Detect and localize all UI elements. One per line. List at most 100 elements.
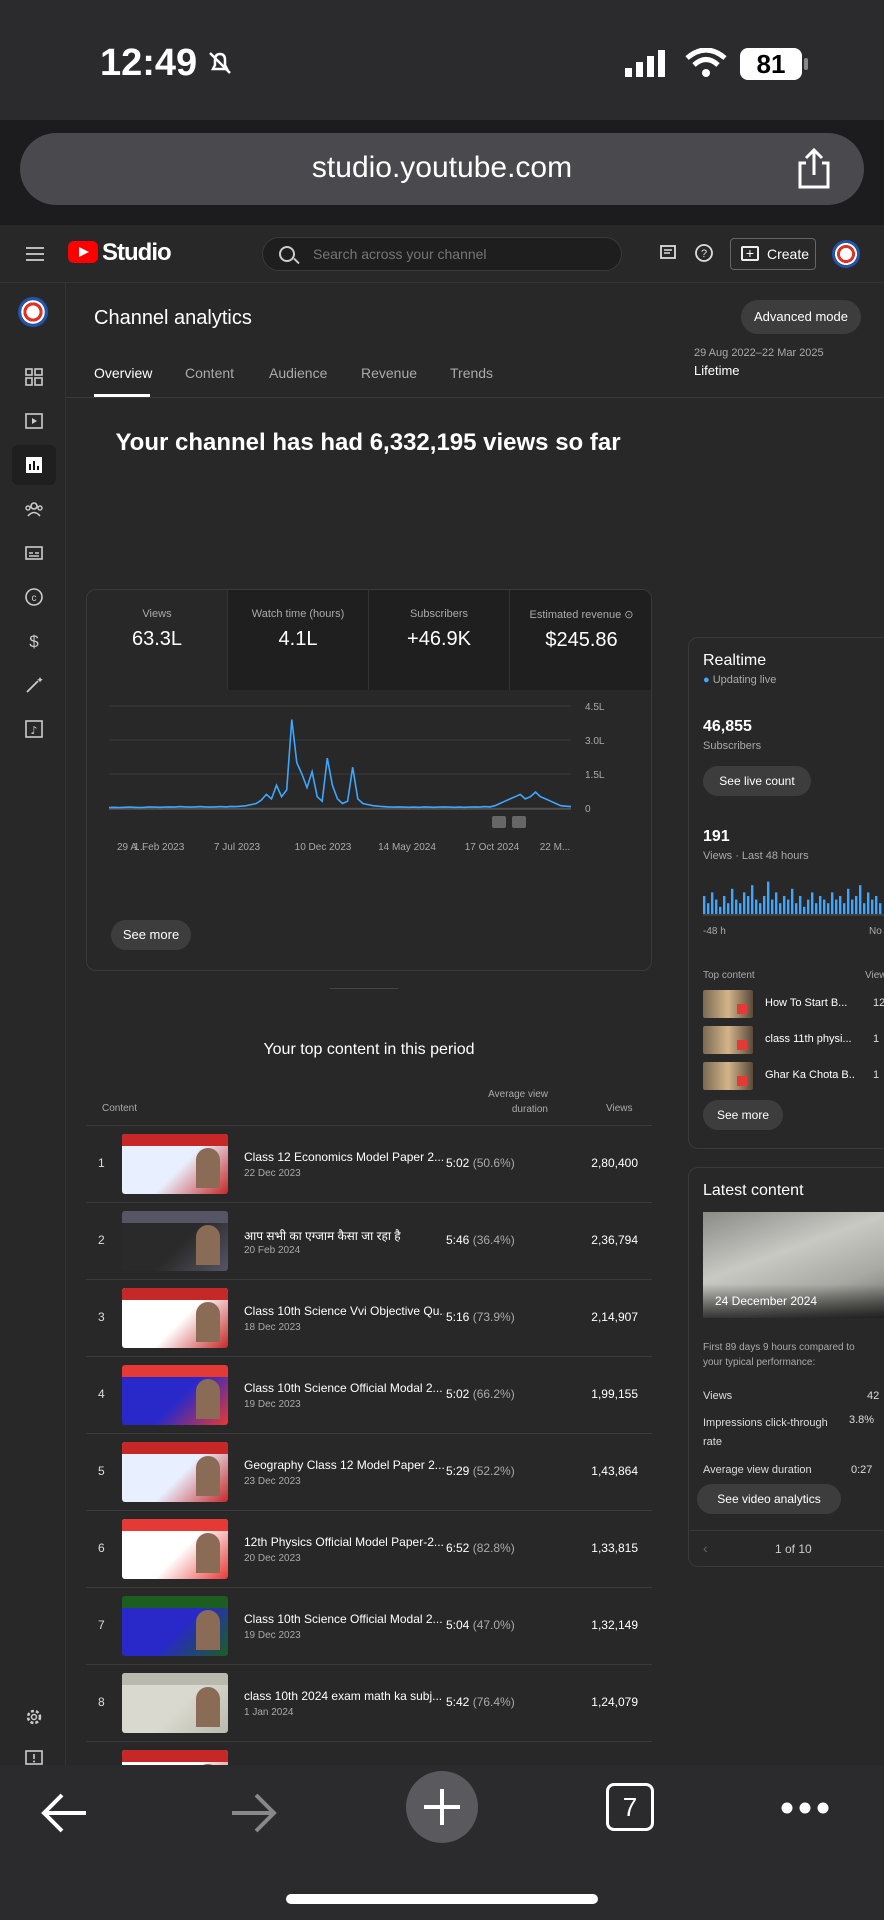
row-rank: 2	[98, 1233, 105, 1247]
back-arrow-icon[interactable]	[38, 1791, 90, 1835]
video-thumbnail[interactable]	[122, 1288, 228, 1348]
video-title[interactable]: class 10th 2024 exam math ka subj...	[244, 1689, 443, 1703]
search-icon[interactable]	[279, 246, 295, 262]
video-thumbnail[interactable]	[122, 1442, 228, 1502]
account-avatar[interactable]	[832, 240, 860, 268]
video-marker[interactable]	[512, 816, 526, 828]
realtime-bar	[855, 896, 858, 914]
realtime-bar	[751, 885, 754, 914]
table-row[interactable]: 1 Class 12 Economics Model Paper 2... 22 D…	[86, 1125, 652, 1202]
nav-copyright[interactable]: c	[12, 577, 56, 617]
thumbnail-person	[196, 1225, 220, 1265]
avg-view-duration: 5:02 (50.6%)	[446, 1156, 515, 1170]
search-bar[interactable]	[262, 237, 622, 271]
search-input[interactable]	[313, 244, 603, 264]
table-row[interactable]: 6 12th Physics Official Model Paper-2... 2…	[86, 1510, 652, 1587]
nav-customization[interactable]: ✦	[12, 665, 56, 705]
period-selector[interactable]: Lifetime	[694, 363, 740, 378]
previous-page-icon[interactable]: ‹	[703, 1540, 708, 1556]
tab-trends[interactable]: Trends	[450, 365, 494, 381]
nav-audio-library[interactable]: ♪	[12, 709, 56, 749]
nav-earn[interactable]: $	[12, 621, 56, 661]
item-thumbnail[interactable]	[703, 1026, 753, 1054]
nav-community[interactable]	[12, 489, 56, 529]
video-thumbnail[interactable]	[122, 1134, 228, 1194]
cell-signal-icon	[625, 50, 665, 77]
channel-avatar[interactable]	[18, 297, 48, 327]
table-row[interactable]: 4 Class 10th Science Official Modal 2... 1…	[86, 1356, 652, 1433]
nav-analytics[interactable]	[12, 445, 56, 485]
realtime-bar	[799, 896, 802, 914]
metric-tile-subscribers[interactable]: Subscribers +46.9K	[369, 590, 510, 690]
video-title[interactable]: Class 12 Economics Model Paper 2...	[244, 1150, 444, 1164]
address-bar[interactable]: studio.youtube.com	[20, 133, 864, 205]
video-thumbnail[interactable]	[122, 1750, 228, 1765]
video-thumbnail[interactable]	[122, 1365, 228, 1425]
table-row[interactable]: 3 Class 10th Science Vvi Objective Qu... 1…	[86, 1279, 652, 1356]
nav-dashboard[interactable]	[12, 357, 56, 397]
help-icon[interactable]: ?	[694, 243, 714, 263]
video-marker[interactable]	[492, 816, 506, 828]
url-text[interactable]: studio.youtube.com	[311, 151, 573, 184]
nav-content[interactable]	[12, 401, 56, 441]
advanced-mode-button[interactable]: Advanced mode	[741, 300, 861, 334]
tabs-count-button[interactable]: 7	[606, 1783, 654, 1831]
video-thumbnail[interactable]	[122, 1211, 228, 1271]
realtime-bar	[875, 896, 878, 914]
video-title[interactable]: Geography Class 12 Model Paper 2...	[244, 1458, 444, 1472]
video-title[interactable]: Class 10th Science Vvi Objective Qu...	[244, 1304, 444, 1318]
metric-tile-revenue[interactable]: Estimated revenue ⊙ $245.86	[510, 590, 651, 690]
thumbnail-banner	[122, 1596, 228, 1608]
see-live-count-button[interactable]: See live count	[703, 766, 811, 796]
tab-overview[interactable]: Overview	[94, 365, 153, 381]
metric-tile-views[interactable]: Views 63.3L	[87, 590, 228, 690]
date-range[interactable]: 29 Aug 2022–22 Mar 2025	[694, 347, 824, 359]
realtime-bar	[711, 892, 714, 914]
metric-tile-watch-time[interactable]: Watch time (hours) 4.1L	[228, 590, 369, 690]
menu-icon[interactable]	[26, 247, 44, 265]
metric-label: Estimated revenue ⊙	[529, 609, 634, 621]
share-icon[interactable]	[794, 147, 834, 191]
x-tick-label: 22 M...	[540, 842, 571, 853]
stat-label: Average view duration	[703, 1464, 812, 1476]
video-thumbnail[interactable]	[122, 1673, 228, 1733]
clock-icon: ⊙	[624, 609, 634, 621]
video-title[interactable]: Class 10th Science Official Modal 2...	[244, 1381, 443, 1395]
new-tab-button[interactable]	[406, 1771, 478, 1843]
forward-arrow-icon[interactable]	[228, 1791, 280, 1835]
realtime-see-more-button[interactable]: See more	[703, 1100, 783, 1130]
video-thumbnail[interactable]	[122, 1519, 228, 1579]
nav-subtitles[interactable]	[12, 533, 56, 573]
tab-revenue[interactable]: Revenue	[361, 365, 418, 381]
video-thumbnail[interactable]	[122, 1596, 228, 1656]
realtime-bar	[847, 888, 850, 914]
see-video-analytics-button[interactable]: See video analytics	[697, 1484, 841, 1514]
feedback-icon[interactable]	[658, 243, 678, 263]
views-series-line[interactable]	[108, 719, 572, 809]
settings-gear-icon[interactable]	[24, 1707, 44, 1727]
item-thumbnail[interactable]	[703, 990, 753, 1018]
item-thumbnail[interactable]	[703, 1062, 753, 1090]
tab-audience[interactable]: Audience	[269, 365, 328, 381]
table-row[interactable]: 5 Geography Class 12 Model Paper 2... 23 D…	[86, 1433, 652, 1510]
more-options-icon[interactable]	[780, 1801, 830, 1815]
table-row[interactable]: 7 Class 10th Science Official Modal 2... 1…	[86, 1587, 652, 1664]
tab-content[interactable]: Content	[185, 365, 235, 381]
table-row[interactable]: 2 आप सभी का एग्जाम कैसा जा रहा है 20 Feb 2…	[86, 1202, 652, 1279]
item-title[interactable]: Ghar Ka Chota B...	[765, 1069, 855, 1081]
video-title[interactable]: 12th Physics Official Model Paper-2...	[244, 1535, 444, 1549]
see-more-button[interactable]: See more	[111, 920, 191, 950]
dollar-icon: $	[29, 632, 39, 651]
latest-video-thumbnail[interactable]: 24 December 2024	[703, 1212, 884, 1318]
youtube-logo-icon[interactable]	[68, 241, 98, 263]
item-title[interactable]: How To Start B...	[765, 997, 848, 1009]
table-row[interactable]: 8 class 10th 2024 exam math ka subj... 1 J…	[86, 1664, 652, 1741]
x-tick-label: 29 A...	[117, 842, 145, 853]
video-title[interactable]: आप सभी का एग्जाम कैसा जा रहा है	[244, 1229, 401, 1243]
item-title[interactable]: class 11th physi...	[765, 1033, 852, 1045]
send-feedback-icon[interactable]	[24, 1749, 44, 1765]
studio-logo-text[interactable]: Studio	[102, 239, 172, 266]
create-button[interactable]: + Create	[730, 238, 816, 270]
table-row[interactable]: 9Class 10 Social Science Vvi Objecti...1…	[86, 1741, 652, 1765]
video-title[interactable]: Class 10th Science Official Modal 2...	[244, 1612, 443, 1626]
